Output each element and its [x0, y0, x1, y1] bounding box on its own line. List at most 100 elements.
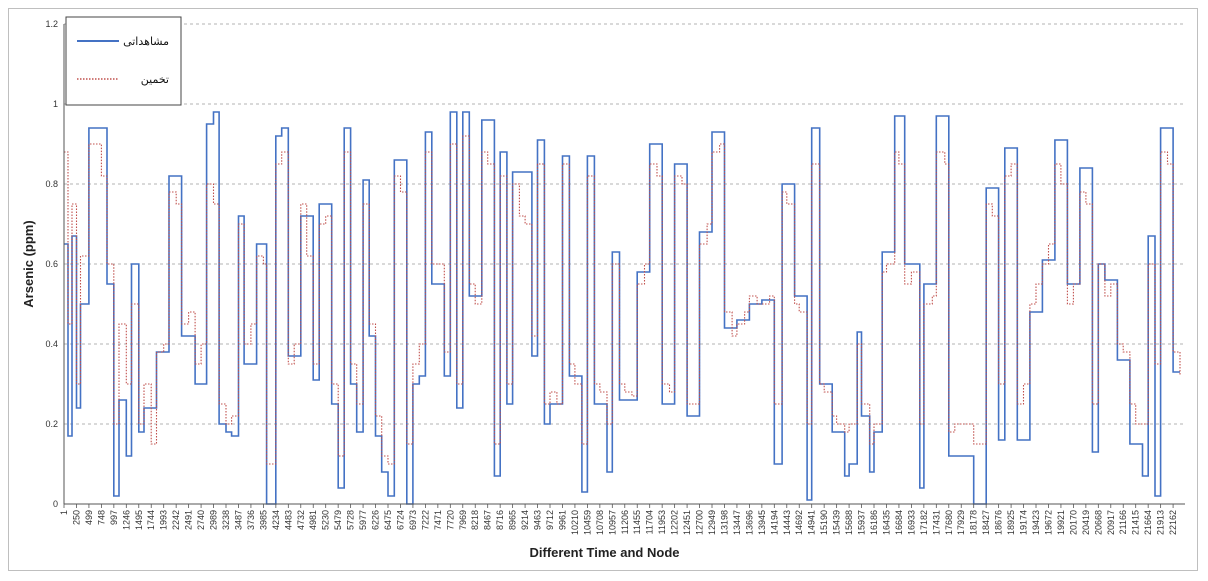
x-tick-label: 5479 [333, 510, 343, 530]
arsenic-line-chart: 00.20.40.60.811.21 250 499 748 997 1246 1495 17… [21, 16, 1185, 560]
x-tick-label: 6973 [408, 510, 418, 530]
x-tick-label: 3487 [233, 510, 243, 530]
x-tick-label: 1744 [146, 510, 156, 530]
x-tick-label: 3985 [258, 510, 268, 530]
x-tick-label: 11704 [645, 510, 655, 534]
x-tick-label: 12949 [707, 510, 717, 535]
x-tick-label: 20170 [1068, 510, 1078, 535]
y-tick-label: 0 [53, 499, 58, 509]
x-tick-label: 8716 [495, 510, 505, 530]
x-tick-label: 5977 [358, 510, 368, 530]
x-tick-label: 19174 [1019, 510, 1029, 535]
x-tick-label: 5728 [346, 510, 356, 530]
x-tick-label: 10459 [582, 510, 592, 535]
y-axis-label: Arsenic (ppm) [21, 220, 36, 307]
x-tick-label: 1 [59, 510, 69, 515]
x-tick-label: 12451 [682, 510, 692, 535]
x-tick-label: 14692 [794, 510, 804, 535]
series-layer [64, 111, 1181, 505]
legend: مشاهداتی تخمین [65, 16, 182, 106]
x-tick-label: 9961 [557, 510, 567, 530]
x-tick-label: 16684 [894, 510, 904, 535]
x-tick-label: 4234 [271, 510, 281, 530]
x-tick-label: 18427 [981, 510, 991, 535]
x-tick-label: 4483 [283, 510, 293, 530]
x-tick-label: 18925 [1006, 510, 1016, 535]
x-tick-label: 5230 [321, 510, 331, 530]
x-tick-label: 15937 [857, 510, 867, 535]
y-tick-label: 0.4 [45, 339, 58, 349]
x-tick-label: 16933 [906, 510, 916, 535]
x-tick-label: 17929 [956, 510, 966, 535]
y-tick-label: 0.8 [45, 179, 58, 189]
y-tick-label: 1 [53, 99, 58, 109]
x-tick-label: 4981 [308, 510, 318, 530]
x-tick-label: 11206 [620, 510, 630, 534]
x-tick-label: 18178 [969, 510, 979, 535]
series-line-estimated [64, 135, 1181, 465]
x-tick-label: 2989 [209, 510, 219, 530]
x-tick-label: 17431 [931, 510, 941, 535]
x-tick-label: 12700 [695, 510, 705, 535]
x-tick-label: 13945 [757, 510, 767, 535]
x-tick-label: 8965 [508, 510, 518, 530]
x-tick-label: 18676 [994, 510, 1004, 535]
x-tick-label: 1993 [159, 510, 169, 530]
x-tick-label: 15439 [832, 510, 842, 535]
legend-box [65, 16, 182, 106]
x-tick-label: 7969 [458, 510, 468, 530]
x-tick-label: 10957 [607, 510, 617, 535]
x-tick-label: 16435 [881, 510, 891, 535]
x-tick-label: 13447 [732, 510, 742, 535]
chart-frame: 0 0.2 0.4 0.6 0.8 1 1.2 1 250 499 748 997 1246 1495 17… [8, 8, 1198, 571]
axes: 00.20.40.60.811.21 250 499 748 997 1246 1495 17… [45, 19, 1185, 535]
y-tick-label: 0.6 [45, 259, 58, 269]
x-tick-label: 2242 [171, 510, 181, 530]
x-tick-label: 9463 [533, 510, 543, 530]
x-tick-label: 250 [71, 510, 81, 525]
x-tick-label: 15688 [844, 510, 854, 535]
x-tick-label: 21415 [1131, 510, 1141, 535]
legend-label-estimated: تخمین [141, 73, 169, 86]
x-tick-label: 8218 [470, 510, 480, 530]
x-tick-label: 6475 [383, 510, 393, 530]
legend-label-observed: مشاهداتی [123, 35, 169, 48]
x-tick-label: 997 [109, 510, 119, 525]
x-tick-label: 499 [84, 510, 94, 525]
x-tick-label: 6226 [371, 510, 381, 530]
x-tick-label: 10210 [570, 510, 580, 535]
x-tick-label: 9214 [520, 510, 530, 530]
x-tick-label: 9712 [545, 510, 555, 530]
x-tick-label: 13198 [719, 510, 729, 535]
x-tick-label: 22162 [1168, 510, 1178, 535]
x-tick-label: 1246 [121, 510, 131, 530]
x-tick-label: 19672 [1043, 510, 1053, 535]
x-tick-label: 20419 [1081, 510, 1091, 535]
x-tick-label: 14941 [807, 510, 817, 535]
y-tick-label: 1.2 [45, 19, 58, 29]
x-tick-label: 10708 [595, 510, 605, 535]
x-tick-label: 13696 [744, 510, 754, 535]
y-tick-label: 0.2 [45, 419, 58, 429]
x-tick-label: 16186 [869, 510, 879, 535]
x-tick-label: 12202 [670, 510, 680, 535]
x-tick-label: 20917 [1106, 510, 1116, 535]
x-tick-label: 1495 [134, 510, 144, 530]
x-tick-label: 14443 [782, 510, 792, 535]
x-tick-label: 2491 [184, 510, 194, 530]
x-tick-label: 3736 [246, 510, 256, 530]
x-tick-label: 3238 [221, 510, 231, 530]
x-tick-label: 7222 [420, 510, 430, 530]
series-line-observed [64, 111, 1180, 505]
x-tick-label: 4732 [296, 510, 306, 530]
x-tick-label: 7720 [445, 510, 455, 530]
x-tick-label: 21664 [1143, 510, 1153, 535]
x-tick-label: 19423 [1031, 510, 1041, 535]
x-tick-label: 19921 [1056, 510, 1066, 535]
x-tick-label: 11953 [657, 510, 667, 534]
x-tick-label: 17680 [944, 510, 954, 535]
x-tick-label: 2740 [196, 510, 206, 530]
x-tick-label: 8467 [483, 510, 493, 530]
x-axis-label: Different Time and Node [529, 545, 679, 560]
x-tick-label: 11455 [632, 510, 642, 534]
